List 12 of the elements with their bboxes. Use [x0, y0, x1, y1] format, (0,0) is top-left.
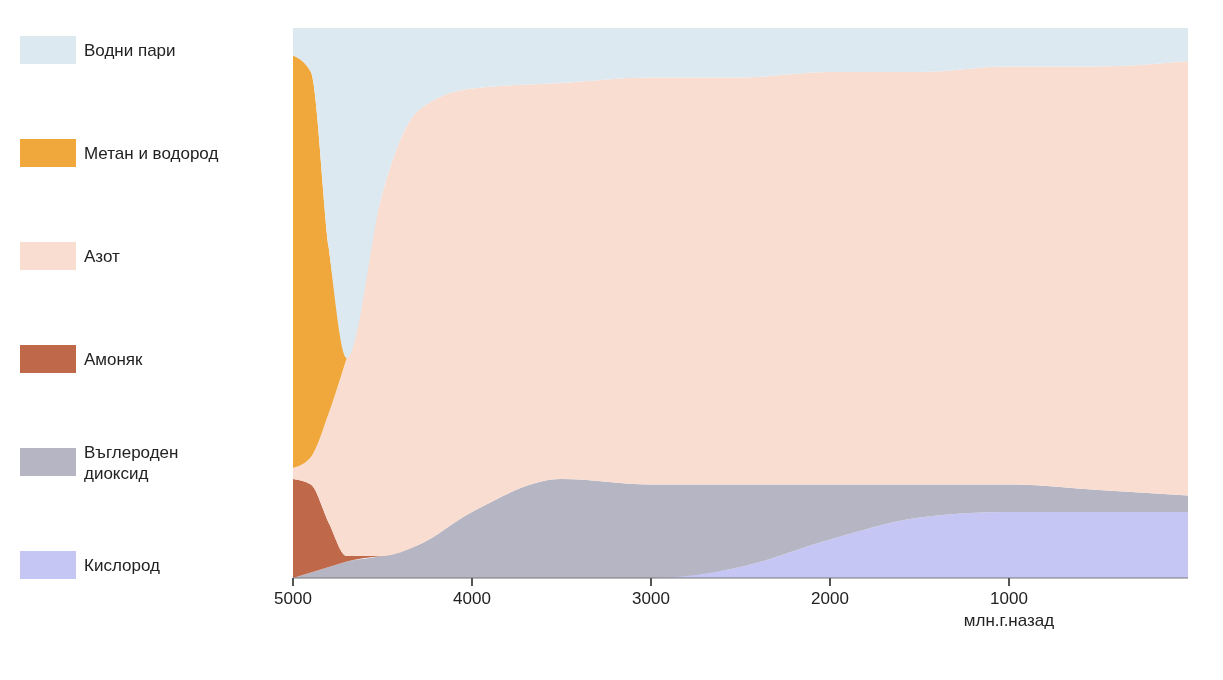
legend-label: Водни пари	[84, 41, 176, 60]
legend-label: Метан и водород	[84, 144, 219, 163]
legend-label: Азот	[84, 247, 121, 266]
x-tick-label: 2000	[811, 589, 849, 608]
x-tick-label: 5000	[274, 589, 312, 608]
x-tick-label: 4000	[453, 589, 491, 608]
x-tick-label: 3000	[632, 589, 670, 608]
legend-label: Кислород	[84, 556, 160, 575]
legend-label: Амоняк	[84, 350, 144, 369]
x-axis-title: млн.г.назад	[963, 611, 1055, 630]
x-tick-label: 1000	[990, 589, 1028, 608]
legend-label: Въглероден диоксид	[84, 442, 179, 483]
